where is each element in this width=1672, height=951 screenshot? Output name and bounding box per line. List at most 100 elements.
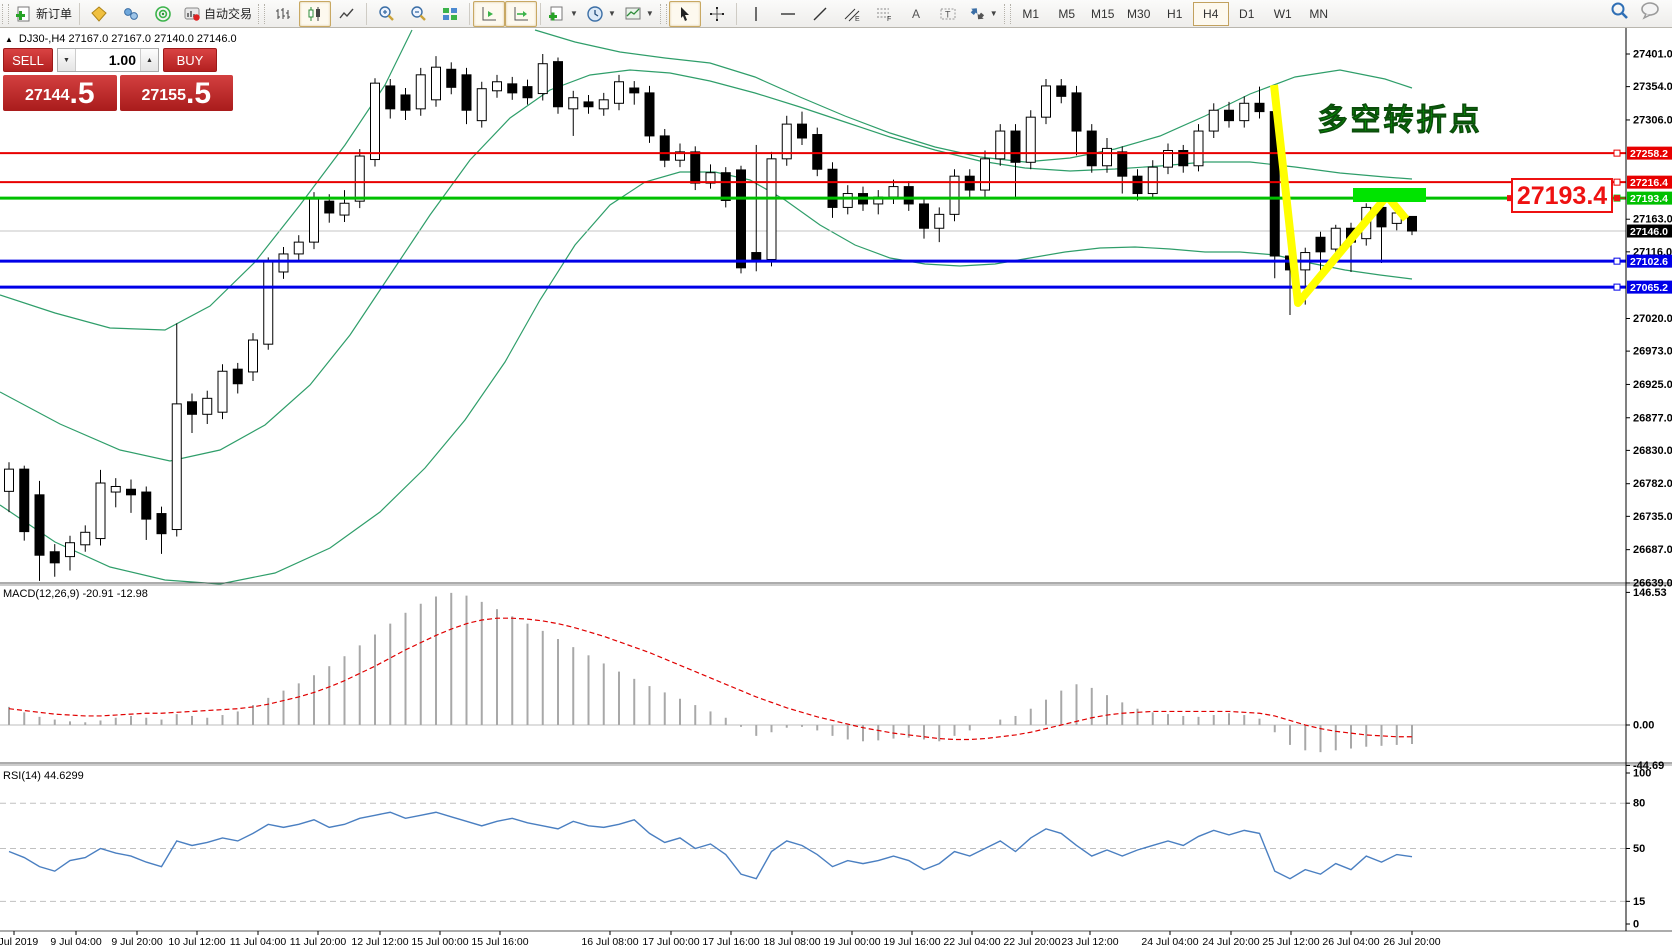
timeframe-w1[interactable]: W1 bbox=[1273, 6, 1292, 21]
profiles-icon bbox=[122, 5, 140, 23]
chart-shift-button[interactable] bbox=[473, 0, 506, 27]
candlestick-icon bbox=[306, 5, 324, 23]
label-icon: T bbox=[939, 5, 957, 23]
timeframe-h1[interactable]: H1 bbox=[1167, 6, 1183, 21]
panel-separators[interactable] bbox=[0, 28, 1672, 932]
search-icon[interactable] bbox=[1610, 1, 1630, 26]
svg-text:10 Jul 12:00: 10 Jul 12:00 bbox=[168, 936, 225, 948]
svg-text:11 Jul 20:00: 11 Jul 20:00 bbox=[290, 936, 347, 948]
svg-text:27102.6: 27102.6 bbox=[1630, 256, 1668, 268]
volume-increase-button[interactable]: ▲ bbox=[140, 49, 158, 71]
profiles-button[interactable] bbox=[115, 1, 147, 27]
timeframe-mn[interactable]: MN bbox=[1309, 6, 1329, 21]
chat-icon[interactable] bbox=[1640, 1, 1662, 26]
sell-price-panel[interactable]: 27144 .5 bbox=[3, 75, 117, 111]
timeframe-bar: M1 M5 M15 M30 H1 H4 D1 W1 MN bbox=[1013, 1, 1337, 26]
svg-text:8 Jul 2019: 8 Jul 2019 bbox=[0, 936, 38, 948]
zoom-in-button[interactable] bbox=[370, 1, 402, 27]
vertical-line-button[interactable] bbox=[740, 1, 772, 27]
volume-input[interactable] bbox=[76, 49, 140, 71]
svg-text:23 Jul 12:00: 23 Jul 12:00 bbox=[1061, 936, 1118, 948]
sell-button[interactable]: SELL bbox=[3, 48, 53, 72]
timeframe-m30[interactable]: M30 bbox=[1127, 6, 1151, 21]
new-chart-dropdown[interactable]: ▼ bbox=[544, 1, 582, 27]
tile-windows-button[interactable] bbox=[434, 1, 466, 27]
zoom-out-button[interactable] bbox=[402, 1, 434, 27]
svg-text:27146.0: 27146.0 bbox=[1630, 226, 1668, 238]
one-click-trading-panel: SELL ▼ ▲ BUY 27144 .5 27155 .5 bbox=[3, 48, 233, 111]
signals-button[interactable] bbox=[147, 1, 179, 27]
svg-text:146.53: 146.53 bbox=[1633, 587, 1667, 599]
fibonacci-button[interactable]: F bbox=[868, 1, 900, 27]
toolbar-grip[interactable] bbox=[2, 3, 9, 24]
timeframe-d1[interactable]: D1 bbox=[1239, 6, 1255, 21]
crosshair-button[interactable] bbox=[701, 1, 733, 27]
svg-text:27306.0: 27306.0 bbox=[1633, 114, 1672, 126]
autotrading-icon bbox=[183, 5, 201, 23]
price-axis[interactable]: 27401.0 27354.0 27306.0 27163.0 27116.0 27020… bbox=[1626, 49, 1672, 931]
auto-scroll-button[interactable] bbox=[505, 0, 538, 27]
svg-text:27258.2: 27258.2 bbox=[1630, 148, 1668, 160]
svg-text:0.00: 0.00 bbox=[1633, 720, 1654, 732]
channel-button[interactable]: E bbox=[836, 1, 868, 27]
timeframe-h4[interactable]: H4 bbox=[1192, 1, 1229, 26]
cursor-icon bbox=[676, 5, 694, 23]
new-order-button[interactable]: 新订单 bbox=[11, 1, 76, 27]
timeframe-m1[interactable]: M1 bbox=[1022, 6, 1040, 21]
svg-text:27020.0: 27020.0 bbox=[1633, 313, 1672, 325]
buy-price-panel[interactable]: 27155 .5 bbox=[119, 75, 233, 111]
arrows-dropdown[interactable]: ▼ bbox=[964, 1, 1002, 27]
periods-dropdown[interactable]: ▼ bbox=[582, 1, 620, 27]
svg-text:26830.0: 26830.0 bbox=[1633, 445, 1672, 457]
horizontal-line-button[interactable] bbox=[772, 1, 804, 27]
chart-frame bbox=[0, 28, 1672, 951]
svg-text:19 Jul 16:00: 19 Jul 16:00 bbox=[883, 936, 940, 948]
channel-icon: E bbox=[843, 5, 861, 23]
svg-text:A: A bbox=[912, 7, 920, 21]
timeframe-m5[interactable]: M5 bbox=[1058, 6, 1076, 21]
svg-text:27116.0: 27116.0 bbox=[1633, 246, 1672, 258]
timeframe-m15[interactable]: M15 bbox=[1091, 6, 1115, 21]
chevron-down-icon: ▼ bbox=[645, 9, 654, 18]
signal-icon bbox=[154, 5, 172, 23]
collapse-arrow-icon[interactable]: ▲ bbox=[5, 34, 13, 44]
svg-text:22 Jul 04:00: 22 Jul 04:00 bbox=[943, 936, 1000, 948]
svg-text:27401.0: 27401.0 bbox=[1633, 49, 1672, 61]
drawings-layer[interactable]: 多空转折点 27193.4 bbox=[1270, 84, 1626, 307]
buy-button[interactable]: BUY bbox=[163, 48, 217, 72]
autotrading-button[interactable]: 自动交易 bbox=[179, 1, 256, 27]
svg-text:E: E bbox=[855, 16, 860, 23]
sell-price-frac: .5 bbox=[69, 77, 95, 110]
svg-text:9 Jul 20:00: 9 Jul 20:00 bbox=[111, 936, 163, 948]
svg-text:26735.0: 26735.0 bbox=[1633, 511, 1672, 523]
svg-text:11 Jul 04:00: 11 Jul 04:00 bbox=[230, 936, 287, 948]
crystal-icon bbox=[90, 5, 108, 23]
trendline-button[interactable] bbox=[804, 1, 836, 27]
svg-text:T: T bbox=[945, 9, 951, 19]
chevron-down-icon: ▼ bbox=[607, 9, 616, 18]
bar-chart-button[interactable] bbox=[267, 1, 299, 27]
rsi-panel bbox=[0, 802, 1626, 902]
svg-text:26687.0: 26687.0 bbox=[1633, 544, 1672, 556]
bar-chart-icon bbox=[274, 5, 292, 23]
time-axis[interactable]: 8 Jul 2019 9 Jul 04:00 9 Jul 20:00 10 Jul 1… bbox=[0, 931, 1441, 948]
chart-canvas[interactable]: 多空转折点 27193.4 27401.0 27354.0 27306.0 27163.0… bbox=[0, 28, 1672, 951]
text-button[interactable]: A bbox=[900, 1, 932, 27]
svg-text:0: 0 bbox=[1633, 919, 1639, 931]
svg-text:26782.0: 26782.0 bbox=[1633, 478, 1672, 490]
sell-price-main: 27144 bbox=[24, 87, 70, 104]
label-button[interactable]: T bbox=[932, 1, 964, 27]
line-chart-button[interactable] bbox=[331, 1, 363, 27]
volume-decrease-button[interactable]: ▼ bbox=[58, 49, 76, 71]
svg-text:16 Jul 08:00: 16 Jul 08:00 bbox=[581, 936, 638, 948]
templates-dropdown[interactable]: ▼ bbox=[620, 1, 658, 27]
candlestick-button[interactable] bbox=[299, 0, 332, 27]
macd-panel bbox=[0, 592, 1626, 753]
svg-text:17 Jul 00:00: 17 Jul 00:00 bbox=[642, 936, 699, 948]
svg-text:19 Jul 00:00: 19 Jul 00:00 bbox=[823, 936, 880, 948]
cursor-button[interactable] bbox=[668, 0, 701, 27]
toolbar: 新订单 自动交易 ▼ bbox=[0, 0, 1672, 28]
svg-text:100: 100 bbox=[1633, 768, 1651, 780]
deposit-button[interactable] bbox=[83, 1, 115, 27]
rsi-label: RSI(14) 44.6299 bbox=[3, 770, 84, 782]
